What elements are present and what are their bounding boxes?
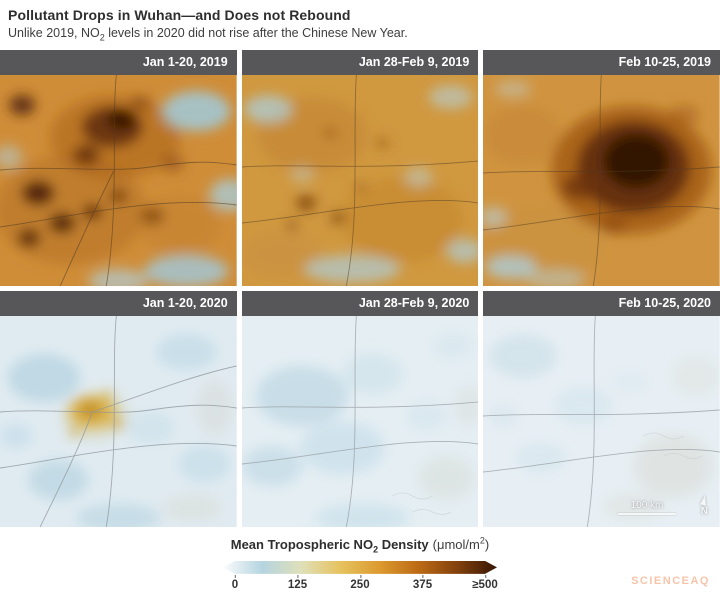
map-image-2019-jan28-feb9 xyxy=(241,75,479,286)
figure-subtitle: Unlike 2019, NO2 levels in 2020 did not … xyxy=(8,26,408,43)
panel-header: Jan 28-Feb 9, 2020 xyxy=(241,291,479,316)
map-panel-2019-feb10-25: Feb 10-25, 2019 xyxy=(483,50,720,286)
map-image-2019-feb10-25 xyxy=(483,75,720,286)
tick-label-500: ≥500 xyxy=(472,574,498,591)
panel-date-label: Feb 10-25, 2020 xyxy=(618,296,711,310)
panel-header: Feb 10-25, 2020 xyxy=(483,291,720,316)
tick-label-125: 125 xyxy=(287,574,308,591)
panel-header: Jan 1-20, 2019 xyxy=(0,50,237,75)
panel-date-label: Jan 1-20, 2020 xyxy=(142,296,228,310)
subtitle-subscript: 2 xyxy=(99,32,105,43)
panel-header: Feb 10-25, 2019 xyxy=(483,50,720,75)
panel-date-label: Jan 1-20, 2019 xyxy=(142,55,228,69)
tick-label-375: 375 xyxy=(412,574,433,591)
north-label: N xyxy=(700,506,708,517)
legend: Mean Tropospheric NO2 Density (μmol/m2) 0… xyxy=(0,536,720,592)
panel-date-label: Jan 28-Feb 9, 2020 xyxy=(358,296,470,310)
map-panel-2019-jan1-20: Jan 1-20, 2019 xyxy=(0,50,237,286)
panel-header: Jan 1-20, 2020 xyxy=(0,291,237,316)
scale-bar-label: 100 km xyxy=(630,500,664,511)
legend-title: Mean Tropospheric NO2 Density (μmol/m2) xyxy=(0,536,720,555)
legend-units: (μmol/m2) xyxy=(432,536,490,553)
north-indicator: N xyxy=(700,494,709,517)
tick-label-0: 0 xyxy=(231,574,239,591)
panel-date-label: Feb 10-25, 2019 xyxy=(618,55,711,69)
map-image-2020-jan28-feb9 xyxy=(241,316,479,527)
scale-bar-line xyxy=(618,513,676,515)
map-image-2020-jan1-20 xyxy=(0,316,237,527)
map-image-2019-jan1-20 xyxy=(0,75,237,286)
map-panel-2019-jan28-feb9: Jan 28-Feb 9, 2019 xyxy=(241,50,479,286)
map-panel-2020-jan1-20: Jan 1-20, 2020 xyxy=(0,291,237,527)
watermark: SCIENCEAQ xyxy=(631,575,710,587)
map-panel-2020-jan28-feb9: Jan 28-Feb 9, 2020 xyxy=(241,291,479,527)
subtitle-text: levels in 2020 did not rise after the Ch… xyxy=(104,26,408,40)
subtitle-text: Unlike 2019, NO xyxy=(8,26,100,40)
legend-title-text: Mean Tropospheric NO2 Density xyxy=(230,537,429,555)
map-panel-2020-feb10-25: Feb 10-25, 2020 xyxy=(483,291,720,527)
north-arrow-icon xyxy=(700,494,709,506)
panel-header: Jan 28-Feb 9, 2019 xyxy=(241,50,479,75)
scale-bar: 100 km xyxy=(618,500,676,515)
legend-tick-labels: 0 125 250 375 ≥500 xyxy=(231,574,498,592)
map-image-2020-feb10-25 xyxy=(483,316,720,527)
legend-colorbar xyxy=(223,560,497,574)
tick-label-250: 250 xyxy=(350,574,370,591)
page-title: Pollutant Drops in Wuhan—and Does not Re… xyxy=(8,7,351,23)
panel-date-label: Jan 28-Feb 9, 2019 xyxy=(358,55,470,69)
map-grid: Jan 1-20, 2019 xyxy=(0,50,720,527)
